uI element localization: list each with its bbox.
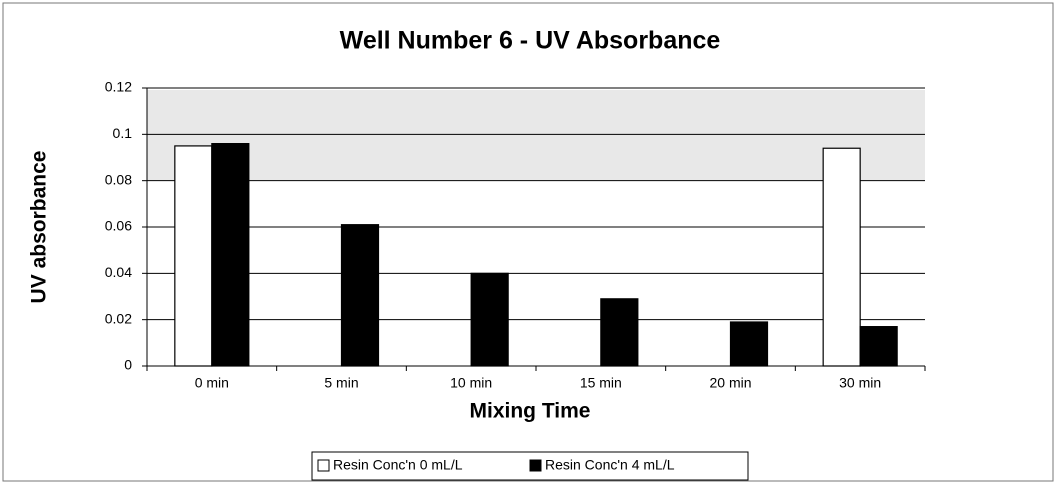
- bar: [600, 298, 639, 367]
- x-axis-label: Mixing Time: [470, 400, 591, 423]
- chart-title: Well Number 6 - UV Absorbance: [340, 27, 721, 55]
- x-tick-label: 5 min: [324, 375, 358, 391]
- bar: [211, 143, 250, 367]
- x-tick-label: 15 min: [580, 375, 622, 391]
- bar: [859, 326, 898, 367]
- y-tick-label: 0.08: [105, 171, 132, 187]
- y-tick-label: 0: [124, 357, 132, 373]
- y-axis-label: UV absorbance: [28, 151, 51, 304]
- y-tick-label: 0.02: [105, 310, 132, 326]
- bar: [174, 145, 213, 367]
- legend-swatch: [529, 459, 542, 472]
- bar: [470, 272, 509, 367]
- legend-label: Resin Conc'n 4 mL/L: [545, 457, 675, 473]
- y-tick-label: 0.1: [113, 125, 133, 141]
- x-tick-label: 20 min: [709, 375, 751, 391]
- bar: [729, 321, 769, 367]
- legend-swatch: [317, 459, 330, 472]
- y-tick-label: 0.04: [105, 264, 132, 280]
- y-tick-label: 0.12: [105, 79, 132, 95]
- x-tick-label: 10 min: [450, 375, 492, 391]
- x-tick-label: 30 min: [839, 375, 881, 391]
- bar: [340, 224, 380, 367]
- bar: [822, 147, 861, 367]
- x-tick-label: 0 min: [195, 375, 229, 391]
- y-tick-label: 0.06: [105, 218, 132, 234]
- scan-noise: [147, 90, 925, 180]
- legend-label: Resin Conc'n 0 mL/L: [333, 457, 463, 473]
